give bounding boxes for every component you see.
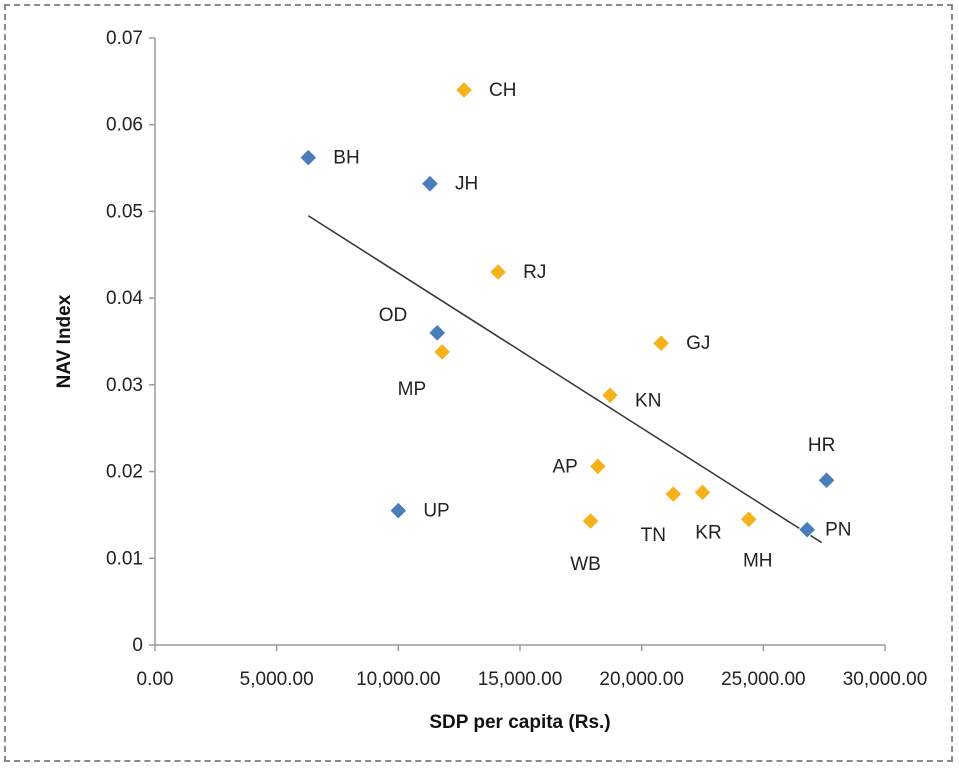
point-label-pn: PN [825,520,851,541]
x-tick-label: 15,000.00 [478,669,563,690]
point-label-hr: HR [808,435,835,456]
y-tick-label: 0.02 [106,462,143,483]
point-label-tn: TN [641,525,666,546]
point-jh [420,174,440,193]
x-tick-label: 30,000.00 [843,669,928,690]
point-pn [797,520,817,539]
point-mh [739,510,758,529]
y-axis-title: NAV Index [54,294,75,388]
point-label-ch: CH [489,80,516,101]
point-od [428,323,447,343]
point-label-mh: MH [743,550,773,571]
point-label-kr: KR [695,522,721,543]
point-gj [651,334,671,353]
point-label-wb: WB [570,554,601,575]
point-label-od: OD [379,305,408,326]
trendline [307,215,823,544]
point-kn [600,386,620,405]
x-tick-label: 0.00 [137,669,174,690]
y-tick-label: 0.04 [106,288,143,309]
y-tick-label: 0.06 [106,115,143,136]
point-wb [581,511,600,531]
point-rj [488,262,508,282]
x-tick-label: 25,000.00 [721,669,806,690]
point-label-bh: BH [333,148,359,169]
points-group: CH BH JH RJ OD MP GJ KN AP HR UP WB TN KR MH PN [299,80,852,575]
point-ch [454,80,474,100]
point-label-ap: AP [553,456,578,477]
point-label-jh: JH [455,174,478,195]
point-kr [693,483,712,502]
point-ap [588,457,608,476]
trendline-group [307,215,823,544]
point-label-rj: RJ [523,262,546,283]
x-tick-label: 5,000.00 [240,669,314,690]
y-tick-label: 0 [132,635,143,656]
y-tick-label: 0.01 [106,548,143,569]
chart-frame [4,4,953,762]
y-tick-label: 0.03 [106,375,143,396]
point-label-kn: KN [635,390,661,411]
y-tick-label: 0.07 [106,28,143,49]
point-mp [432,342,452,362]
x-tick-label: 20,000.00 [599,669,684,690]
point-label-mp: MP [398,379,427,400]
point-label-gj: GJ [686,333,710,354]
point-up [389,501,408,520]
y-tick-label: 0.05 [106,201,143,222]
x-tick-label: 10,000.00 [356,669,441,690]
x-axis-title: SDP per capita (Rs.) [429,712,610,733]
point-tn [664,484,683,504]
axes: 0 0.01 0.02 0.03 0.04 0.05 0.06 0.07 0.00 5,000.0… [106,28,927,690]
point-hr [817,471,836,490]
point-label-up: UP [423,501,449,522]
point-bh [299,148,318,167]
